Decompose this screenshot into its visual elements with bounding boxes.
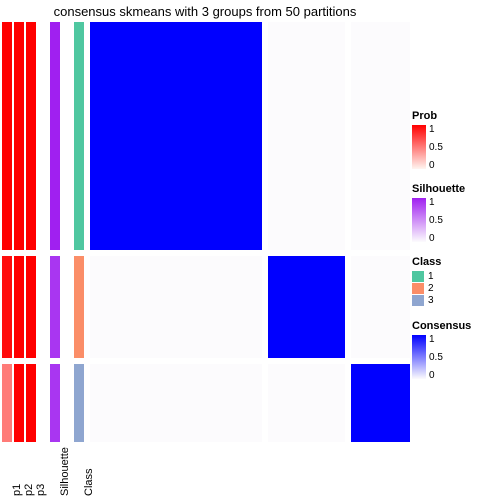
annotation-p3 — [26, 22, 36, 442]
annotation-cell — [14, 364, 24, 442]
legend-title: Silhouette — [412, 183, 498, 195]
legend-item: 3 — [412, 295, 498, 306]
annotation-cell — [14, 256, 24, 358]
legend-prob: Prob10.50 — [412, 110, 498, 169]
legends: Prob10.50Silhouette10.50Class123Consensu… — [412, 110, 498, 393]
annotation-cell — [14, 22, 24, 250]
consensus-heatmap — [90, 22, 410, 442]
legend-title: Class — [412, 256, 498, 268]
annotation-class — [74, 22, 84, 442]
annotation-cell — [26, 22, 36, 250]
page-title: consensus skmeans with 3 groups from 50 … — [0, 4, 410, 19]
annotation-cell — [74, 22, 84, 250]
axis-label-p2: p2 — [23, 484, 35, 496]
legend-tick: 0 — [429, 371, 435, 381]
heatmap-cell — [268, 256, 345, 358]
legend-gradient-bar — [412, 125, 426, 169]
annotation-cell — [74, 256, 84, 358]
legend-title: Consensus — [412, 320, 498, 332]
legend-tick: 0.5 — [429, 216, 443, 226]
heatmap-cell — [90, 364, 262, 442]
annotation-cell — [2, 364, 12, 442]
legend-tick: 0.5 — [429, 143, 443, 153]
annotation-cell — [50, 22, 60, 250]
heatmap-cell — [268, 22, 345, 250]
legend-title: Prob — [412, 110, 498, 122]
annotation-cell — [26, 364, 36, 442]
axis-label-class: Class — [83, 468, 95, 496]
legend-tick: 1 — [429, 335, 435, 345]
legend-consensus: Consensus10.50 — [412, 320, 498, 379]
legend-swatch — [412, 283, 424, 294]
axis-label-p3: p3 — [35, 484, 47, 496]
legend-item: 2 — [412, 283, 498, 294]
annotation-p1 — [2, 22, 12, 442]
heatmap-cell — [351, 22, 410, 250]
annotation-p2 — [14, 22, 24, 442]
annotation-cell — [26, 256, 36, 358]
legend-gradient-bar — [412, 335, 426, 379]
legend-ticks: 10.50 — [429, 335, 453, 379]
legend-gradient-bar — [412, 198, 426, 242]
axis-label-p1: p1 — [11, 484, 23, 496]
annotation-cell — [2, 22, 12, 250]
heatmap-cell — [351, 364, 410, 442]
axis-label-silhouette: Silhouette — [59, 447, 71, 496]
heatmap-cell — [351, 256, 410, 358]
annotation-cell — [50, 364, 60, 442]
legend-silhouette: Silhouette10.50 — [412, 183, 498, 242]
heatmap-cell — [90, 256, 262, 358]
legend-item: 1 — [412, 271, 498, 282]
heatmap-cell — [268, 364, 345, 442]
legend-item-label: 1 — [428, 271, 434, 282]
legend-tick: 0 — [429, 161, 435, 171]
legend-ticks: 10.50 — [429, 198, 453, 242]
annotation-silhouette — [50, 22, 60, 442]
annotation-cell — [74, 364, 84, 442]
legend-tick: 1 — [429, 198, 435, 208]
legend-item-label: 3 — [428, 295, 434, 306]
legend-item-label: 2 — [428, 283, 434, 294]
legend-ticks: 10.50 — [429, 125, 453, 169]
legend-class: Class 123 — [412, 256, 498, 306]
x-axis-labels: p1p2p3 Silhouette Class — [0, 444, 410, 504]
legend-tick: 1 — [429, 125, 435, 135]
legend-swatch — [412, 271, 424, 282]
heatmap-cell — [90, 22, 262, 250]
legend-tick: 0.5 — [429, 353, 443, 363]
legend-swatch — [412, 295, 424, 306]
annotation-cell — [50, 256, 60, 358]
legend-tick: 0 — [429, 234, 435, 244]
plot-area — [0, 22, 410, 442]
annotation-cell — [2, 256, 12, 358]
